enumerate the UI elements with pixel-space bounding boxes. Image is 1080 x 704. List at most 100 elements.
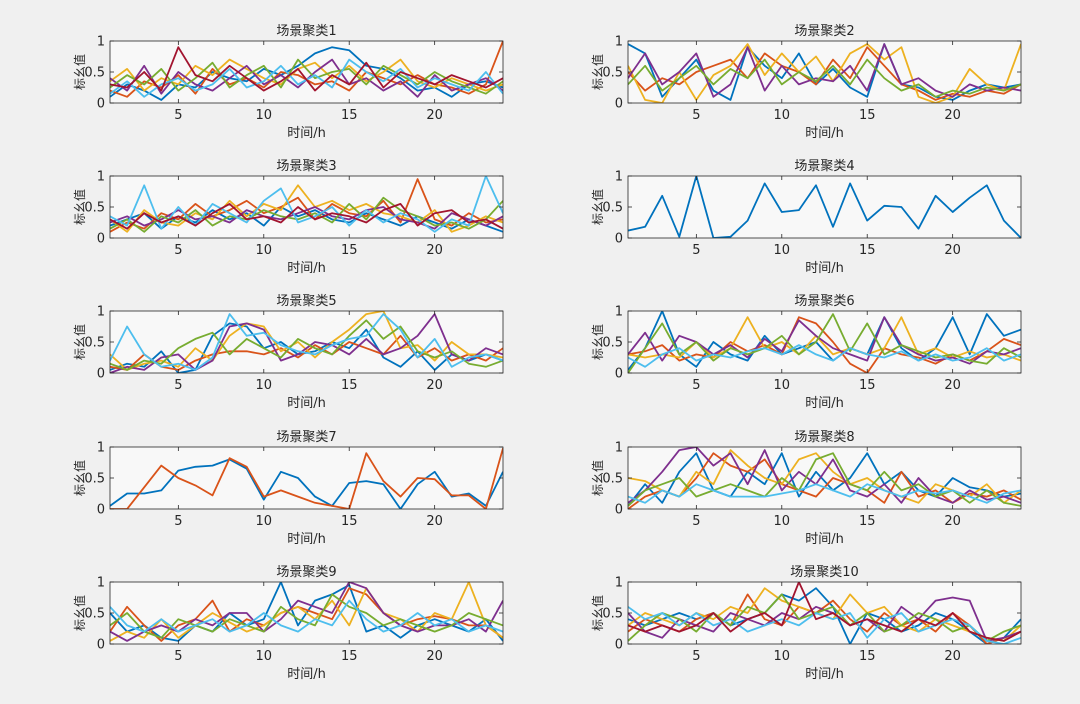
series-line-3: [110, 58, 503, 92]
x-tick-label: 15: [341, 108, 358, 123]
x-tick-label: 20: [944, 378, 961, 393]
series-line-3: [628, 43, 1021, 103]
y-tick-label: 1: [615, 170, 623, 185]
x-tick-label: 20: [426, 649, 443, 664]
series-line-4: [110, 313, 503, 373]
series-line-3: [110, 582, 503, 642]
subplot-2: 5 10 15 20 0 0.5 1 场景聚类2 时间/h 标幺值: [590, 24, 1022, 141]
series-line-1: [628, 43, 1021, 101]
x-axis-label: 时间/h: [287, 396, 326, 411]
series-line-2: [110, 587, 503, 642]
series-line-2: [110, 178, 503, 233]
series-line-7: [110, 202, 503, 230]
x-tick-label: 15: [341, 649, 358, 664]
x-tick-label: 10: [256, 378, 273, 393]
y-tick-label: 0.5: [602, 336, 623, 351]
series-line-5: [110, 58, 503, 95]
y-axis-label: 标幺值: [72, 324, 87, 360]
plot-area: [110, 176, 503, 238]
x-tick-label: 15: [859, 378, 876, 393]
series-line-5: [628, 313, 1021, 373]
subplot-title: 场景聚类1: [276, 24, 336, 39]
y-axis-label: 标幺值: [72, 460, 87, 496]
x-axis-label: 时间/h: [805, 261, 844, 276]
x-tick-label: 15: [341, 243, 358, 258]
series-line-3: [110, 311, 503, 371]
series-line-6: [628, 344, 1021, 368]
x-tick-label: 15: [341, 378, 358, 393]
x-tick-label: 10: [256, 514, 273, 529]
y-tick-label: 1: [97, 576, 105, 591]
y-axis-label: 标幺值: [590, 460, 605, 496]
x-tick-label: 5: [174, 243, 182, 258]
y-tick-label: 0.5: [602, 607, 623, 622]
x-axis-label: 时间/h: [805, 126, 844, 141]
y-tick-label: 0: [97, 503, 105, 518]
series-line-5: [110, 593, 503, 639]
series-line-7: [110, 46, 503, 92]
series-line-6: [110, 176, 503, 233]
y-tick-label: 0: [615, 503, 623, 518]
series-group: [110, 41, 503, 101]
subplot-title: 场景聚类3: [276, 159, 336, 174]
x-axis-label: 时间/h: [805, 532, 844, 547]
plot-area: [110, 447, 503, 509]
series-line-5: [628, 58, 1021, 98]
y-tick-label: 1: [97, 35, 105, 50]
y-tick-label: 0: [97, 367, 105, 382]
x-tick-label: 5: [692, 649, 700, 664]
series-line-4: [628, 447, 1021, 504]
x-tick-label: 10: [774, 649, 791, 664]
y-tick-label: 0.5: [602, 66, 623, 81]
y-tick-label: 0.5: [84, 472, 105, 487]
subplot-title: 场景聚类6: [794, 294, 854, 309]
y-tick-label: 0: [615, 367, 623, 382]
y-tick-label: 1: [97, 170, 105, 185]
x-tick-label: 15: [859, 243, 876, 258]
x-tick-label: 15: [859, 108, 876, 123]
plot-area: [110, 41, 503, 103]
x-axis-label: 时间/h: [805, 667, 844, 682]
y-tick-label: 0.5: [84, 201, 105, 216]
series-line-1: [628, 587, 1021, 644]
y-tick-label: 0: [97, 97, 105, 112]
series-line-5: [110, 319, 503, 371]
series-group: [110, 176, 503, 233]
x-tick-label: 5: [174, 108, 182, 123]
y-axis-label: 标幺值: [590, 54, 605, 90]
subplot-title: 场景聚类9: [276, 565, 336, 580]
x-tick-label: 20: [426, 514, 443, 529]
x-tick-label: 10: [256, 649, 273, 664]
y-tick-label: 0.5: [84, 607, 105, 622]
y-tick-label: 0.5: [602, 472, 623, 487]
x-axis-label: 时间/h: [287, 261, 326, 276]
x-tick-label: 15: [859, 649, 876, 664]
x-tick-label: 20: [426, 108, 443, 123]
series-line-6: [110, 599, 503, 633]
y-axis-label: 标幺值: [590, 595, 605, 631]
x-tick-label: 10: [774, 378, 791, 393]
x-tick-label: 5: [174, 649, 182, 664]
y-tick-label: 1: [615, 576, 623, 591]
x-tick-label: 5: [174, 514, 182, 529]
y-axis-label: 标幺值: [590, 324, 605, 360]
y-axis-label: 标幺值: [72, 54, 87, 90]
y-tick-label: 1: [615, 35, 623, 50]
subplot-title: 场景聚类8: [794, 430, 854, 445]
x-axis-label: 时间/h: [805, 396, 844, 411]
x-tick-label: 15: [341, 514, 358, 529]
y-tick-label: 0: [97, 232, 105, 247]
y-tick-label: 0: [615, 232, 623, 247]
series-line-6: [628, 483, 1021, 504]
x-tick-label: 5: [174, 378, 182, 393]
series-line-2: [110, 334, 503, 371]
y-tick-label: 0.5: [602, 201, 623, 216]
series-line-1: [628, 452, 1021, 507]
series-group: [628, 176, 1021, 238]
x-tick-label: 20: [426, 243, 443, 258]
y-tick-label: 1: [97, 441, 105, 456]
x-tick-label: 20: [944, 649, 961, 664]
y-axis-label: 标幺值: [72, 595, 87, 631]
series-line-2: [110, 447, 503, 509]
